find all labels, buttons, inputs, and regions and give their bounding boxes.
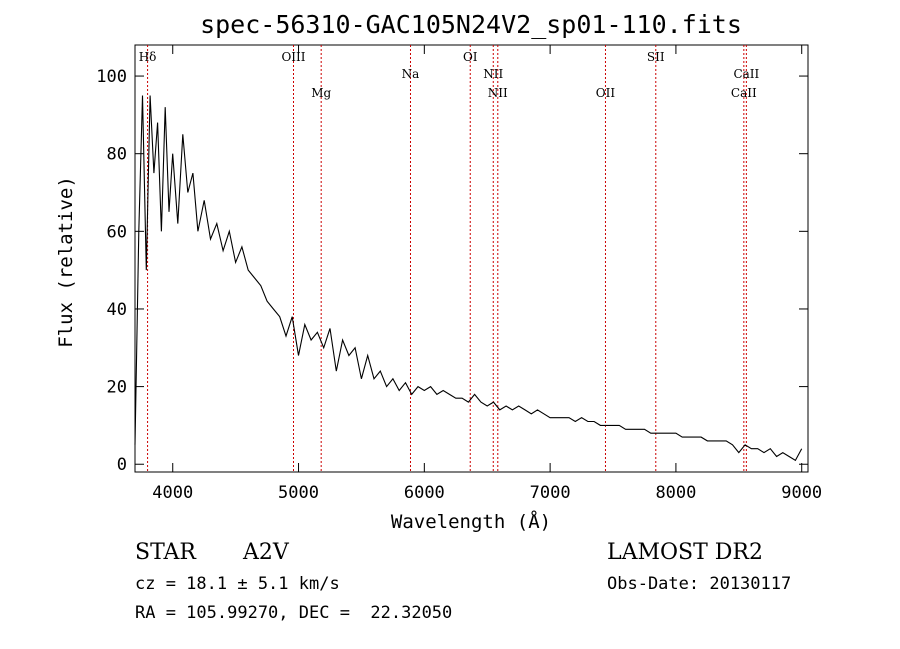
y-tick-label: 40: [107, 300, 127, 320]
survey-name: LAMOST DR2: [607, 540, 763, 565]
y-tick-label: 0: [117, 455, 127, 475]
axis-ticks: 4000 5000 6000 7000 8000 9000 0 20 40 60 80 100: [96, 45, 822, 503]
plot-frame: [134, 44, 809, 473]
spectral-line-label: Hδ: [139, 50, 157, 64]
object-subclass: A2V: [243, 540, 289, 565]
spectral-line-label: CaII: [733, 67, 759, 81]
x-tick-label: 5000: [278, 483, 319, 503]
observation-date: Obs-Date: 20130117: [607, 574, 792, 594]
y-axis-label: Flux (relative): [55, 176, 77, 348]
spectral-line-label: OIII: [281, 50, 305, 64]
x-tick-label: 6000: [404, 483, 445, 503]
spectral-line-label: OII: [596, 86, 616, 100]
x-tick-label: 4000: [152, 483, 193, 503]
x-tick-label: 7000: [530, 483, 571, 503]
y-tick-label: 80: [107, 145, 127, 165]
spectral-line-label: OI: [463, 50, 478, 64]
x-tick-label: 8000: [655, 483, 696, 503]
spectral-line-label: CaII: [731, 86, 757, 100]
y-tick-label: 60: [107, 222, 127, 242]
object-class: STAR: [135, 540, 196, 565]
x-tick-label: 9000: [781, 483, 822, 503]
spectral-line-label: NII: [483, 67, 503, 81]
y-tick-label: 20: [107, 378, 127, 398]
x-axis-label: Wavelength (Å): [391, 510, 551, 533]
redshift-velocity: cz = 18.1 ± 5.1 km/s: [135, 574, 340, 594]
y-tick-label: 100: [96, 67, 127, 87]
spectral-line-label: SII: [647, 50, 665, 64]
spectral-line-label: Mg: [311, 86, 331, 100]
spectral-line-label: Na: [402, 67, 420, 81]
coordinates: RA = 105.99270, DEC = 22.32050: [135, 603, 453, 623]
spectral-line-label: NII: [488, 86, 508, 100]
chart-title: spec-56310-GAC105N24V2_sp01-110.fits: [200, 10, 742, 39]
spectrum-series-line: [134, 95, 803, 462]
spectral-line-markers: Hδ OIII Mg Na OI NII NII OII SII CaII CaII: [139, 45, 760, 472]
